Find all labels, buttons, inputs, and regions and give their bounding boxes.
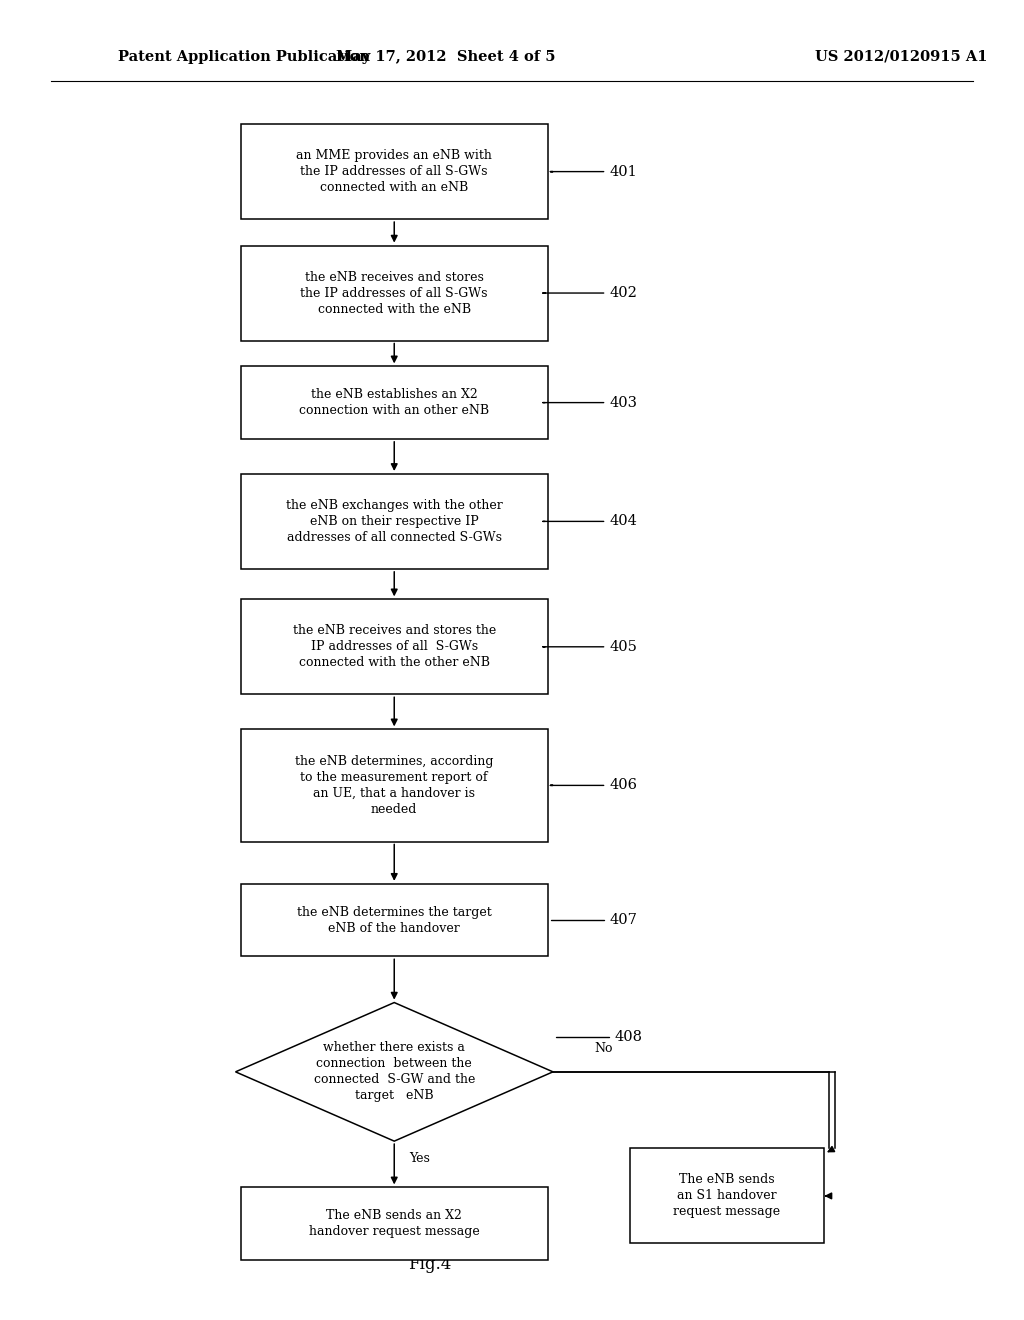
FancyBboxPatch shape <box>241 1188 548 1259</box>
Text: 408: 408 <box>556 1030 642 1044</box>
FancyBboxPatch shape <box>241 474 548 569</box>
Text: 404: 404 <box>543 515 637 528</box>
FancyBboxPatch shape <box>241 246 548 341</box>
Text: No: No <box>594 1041 612 1055</box>
FancyBboxPatch shape <box>241 124 548 219</box>
FancyBboxPatch shape <box>241 729 548 842</box>
Text: The eNB sends an X2
handover request message: The eNB sends an X2 handover request mes… <box>309 1209 479 1238</box>
Text: the eNB exchanges with the other
eNB on their respective IP
addresses of all con: the eNB exchanges with the other eNB on … <box>286 499 503 544</box>
Text: 407: 407 <box>551 913 637 927</box>
Text: 406: 406 <box>550 779 637 792</box>
Text: The eNB sends
an S1 handover
request message: The eNB sends an S1 handover request mes… <box>674 1173 780 1218</box>
Text: 401: 401 <box>550 165 637 178</box>
Text: an MME provides an eNB with
the IP addresses of all S-GWs
connected with an eNB: an MME provides an eNB with the IP addre… <box>296 149 493 194</box>
Text: the eNB establishes an X2
connection with an other eNB: the eNB establishes an X2 connection wit… <box>299 388 489 417</box>
Text: Patent Application Publication: Patent Application Publication <box>118 50 370 63</box>
FancyBboxPatch shape <box>241 366 548 438</box>
Text: Fig.4: Fig.4 <box>409 1257 452 1272</box>
Text: 402: 402 <box>543 286 637 300</box>
Text: 403: 403 <box>543 396 637 409</box>
Text: the eNB receives and stores the
IP addresses of all  S-GWs
connected with the ot: the eNB receives and stores the IP addre… <box>293 624 496 669</box>
Text: the eNB determines, according
to the measurement report of
an UE, that a handove: the eNB determines, according to the mea… <box>295 755 494 816</box>
Text: the eNB determines the target
eNB of the handover: the eNB determines the target eNB of the… <box>297 906 492 935</box>
Text: May 17, 2012  Sheet 4 of 5: May 17, 2012 Sheet 4 of 5 <box>336 50 555 63</box>
Text: Yes: Yes <box>410 1151 430 1164</box>
Text: US 2012/0120915 A1: US 2012/0120915 A1 <box>815 50 987 63</box>
Text: the eNB receives and stores
the IP addresses of all S-GWs
connected with the eNB: the eNB receives and stores the IP addre… <box>300 271 488 315</box>
Polygon shape <box>236 1003 553 1140</box>
FancyBboxPatch shape <box>241 599 548 694</box>
FancyBboxPatch shape <box>241 884 548 956</box>
FancyBboxPatch shape <box>630 1148 824 1243</box>
Text: 405: 405 <box>543 640 637 653</box>
Text: whether there exists a
connection  between the
connected  S-GW and the
target   : whether there exists a connection betwee… <box>313 1041 475 1102</box>
